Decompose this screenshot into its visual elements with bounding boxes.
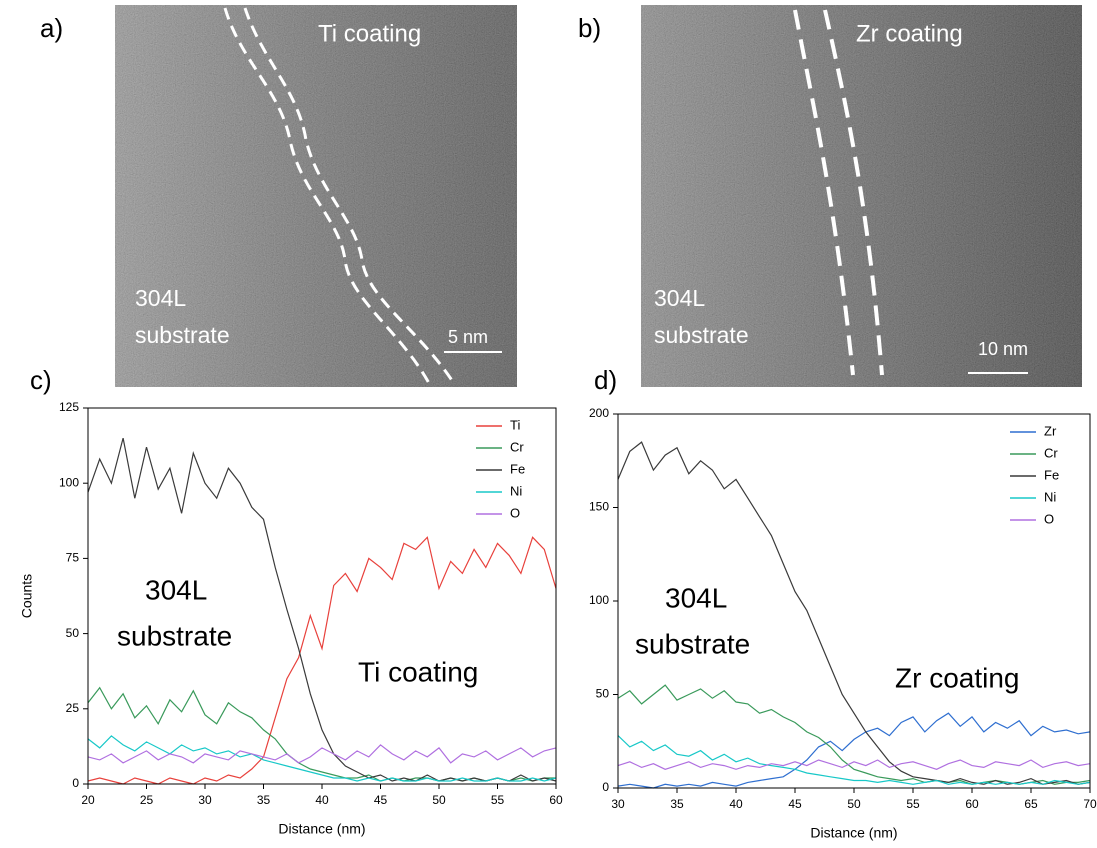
annotation: 304L — [145, 574, 207, 605]
y-tick-label: 150 — [589, 500, 609, 514]
x-tick-label: 25 — [140, 793, 154, 807]
data-line — [87, 536, 557, 785]
legend-label: Ni — [1044, 489, 1056, 504]
x-tick-label: 55 — [491, 793, 505, 807]
annotation: substrate — [635, 628, 750, 659]
x-tick-label: 35 — [670, 797, 684, 811]
x-tick-label: 70 — [1083, 797, 1097, 811]
data-line — [617, 441, 1091, 785]
image-label: 304L — [654, 285, 705, 311]
y-tick-label: 200 — [589, 406, 609, 420]
image-label: Ti coating — [318, 20, 421, 47]
legend-label: Ni — [510, 483, 522, 498]
legend-label: Zr — [1044, 423, 1057, 438]
x-axis-label: Distance (nm) — [810, 825, 897, 841]
plot-frame — [617, 413, 1091, 789]
data-line — [87, 735, 557, 782]
tem-image-a: a) Ti coating 304L substrate 5 nm — [40, 5, 517, 387]
y-tick-label: 100 — [589, 593, 609, 607]
legend-label: Fe — [510, 461, 525, 476]
x-tick-label: 35 — [257, 793, 271, 807]
legend-label: O — [510, 505, 520, 520]
y-tick-label: 125 — [59, 400, 79, 414]
data-line — [87, 686, 556, 782]
y-tick-label: 25 — [66, 701, 80, 715]
x-tick-label: 30 — [198, 793, 212, 807]
data-line — [617, 759, 1091, 770]
x-tick-label: 50 — [847, 797, 861, 811]
annotation: Zr coating — [895, 662, 1020, 693]
plot-frame — [87, 407, 557, 785]
data-line — [87, 437, 557, 782]
x-tick-label: 65 — [1024, 797, 1038, 811]
y-tick-label: 50 — [596, 687, 610, 701]
data-line — [87, 744, 557, 764]
x-tick-label: 20 — [81, 793, 95, 807]
y-tick-label: 75 — [66, 551, 80, 565]
legend-label: O — [1044, 511, 1054, 526]
y-tick-label: 0 — [602, 780, 609, 794]
data-line — [617, 735, 1091, 785]
y-tick-label: 0 — [72, 776, 79, 790]
annotation: Ti coating — [358, 656, 478, 687]
x-tick-label: 45 — [374, 793, 388, 807]
x-tick-label: 45 — [788, 797, 802, 811]
x-tick-label: 55 — [906, 797, 920, 811]
x-tick-label: 40 — [729, 797, 743, 811]
image-label: substrate — [654, 322, 749, 348]
y-axis-label: Counts — [19, 574, 35, 618]
panel-label: d) — [594, 365, 617, 395]
panel-label: a) — [40, 13, 63, 43]
x-tick-label: 30 — [611, 797, 625, 811]
annotation: substrate — [117, 620, 232, 651]
annotation: 304L — [665, 582, 727, 613]
y-tick-label: 50 — [66, 626, 80, 640]
data-line — [617, 712, 1091, 789]
legend-label: Cr — [1044, 445, 1058, 460]
scale-bar-label: 5 nm — [448, 327, 488, 347]
x-tick-label: 50 — [432, 793, 446, 807]
scale-bar-label: 10 nm — [978, 339, 1028, 359]
x-axis-label: Distance (nm) — [278, 821, 365, 837]
legend-label: Fe — [1044, 467, 1059, 482]
tem-image-b: b) Zr coating 304L substrate 10 nm — [578, 5, 1082, 387]
legend-label: Ti — [510, 417, 520, 432]
y-tick-label: 100 — [59, 475, 79, 489]
x-tick-label: 60 — [965, 797, 979, 811]
image-label: Zr coating — [856, 20, 963, 47]
x-tick-label: 60 — [549, 793, 563, 807]
panel-label: c) — [30, 365, 52, 395]
data-line — [617, 684, 1091, 785]
image-label: substrate — [135, 322, 230, 348]
legend-label: Cr — [510, 439, 524, 454]
image-label: 304L — [135, 285, 186, 311]
x-tick-label: 40 — [315, 793, 329, 807]
panel-label: b) — [578, 13, 601, 43]
